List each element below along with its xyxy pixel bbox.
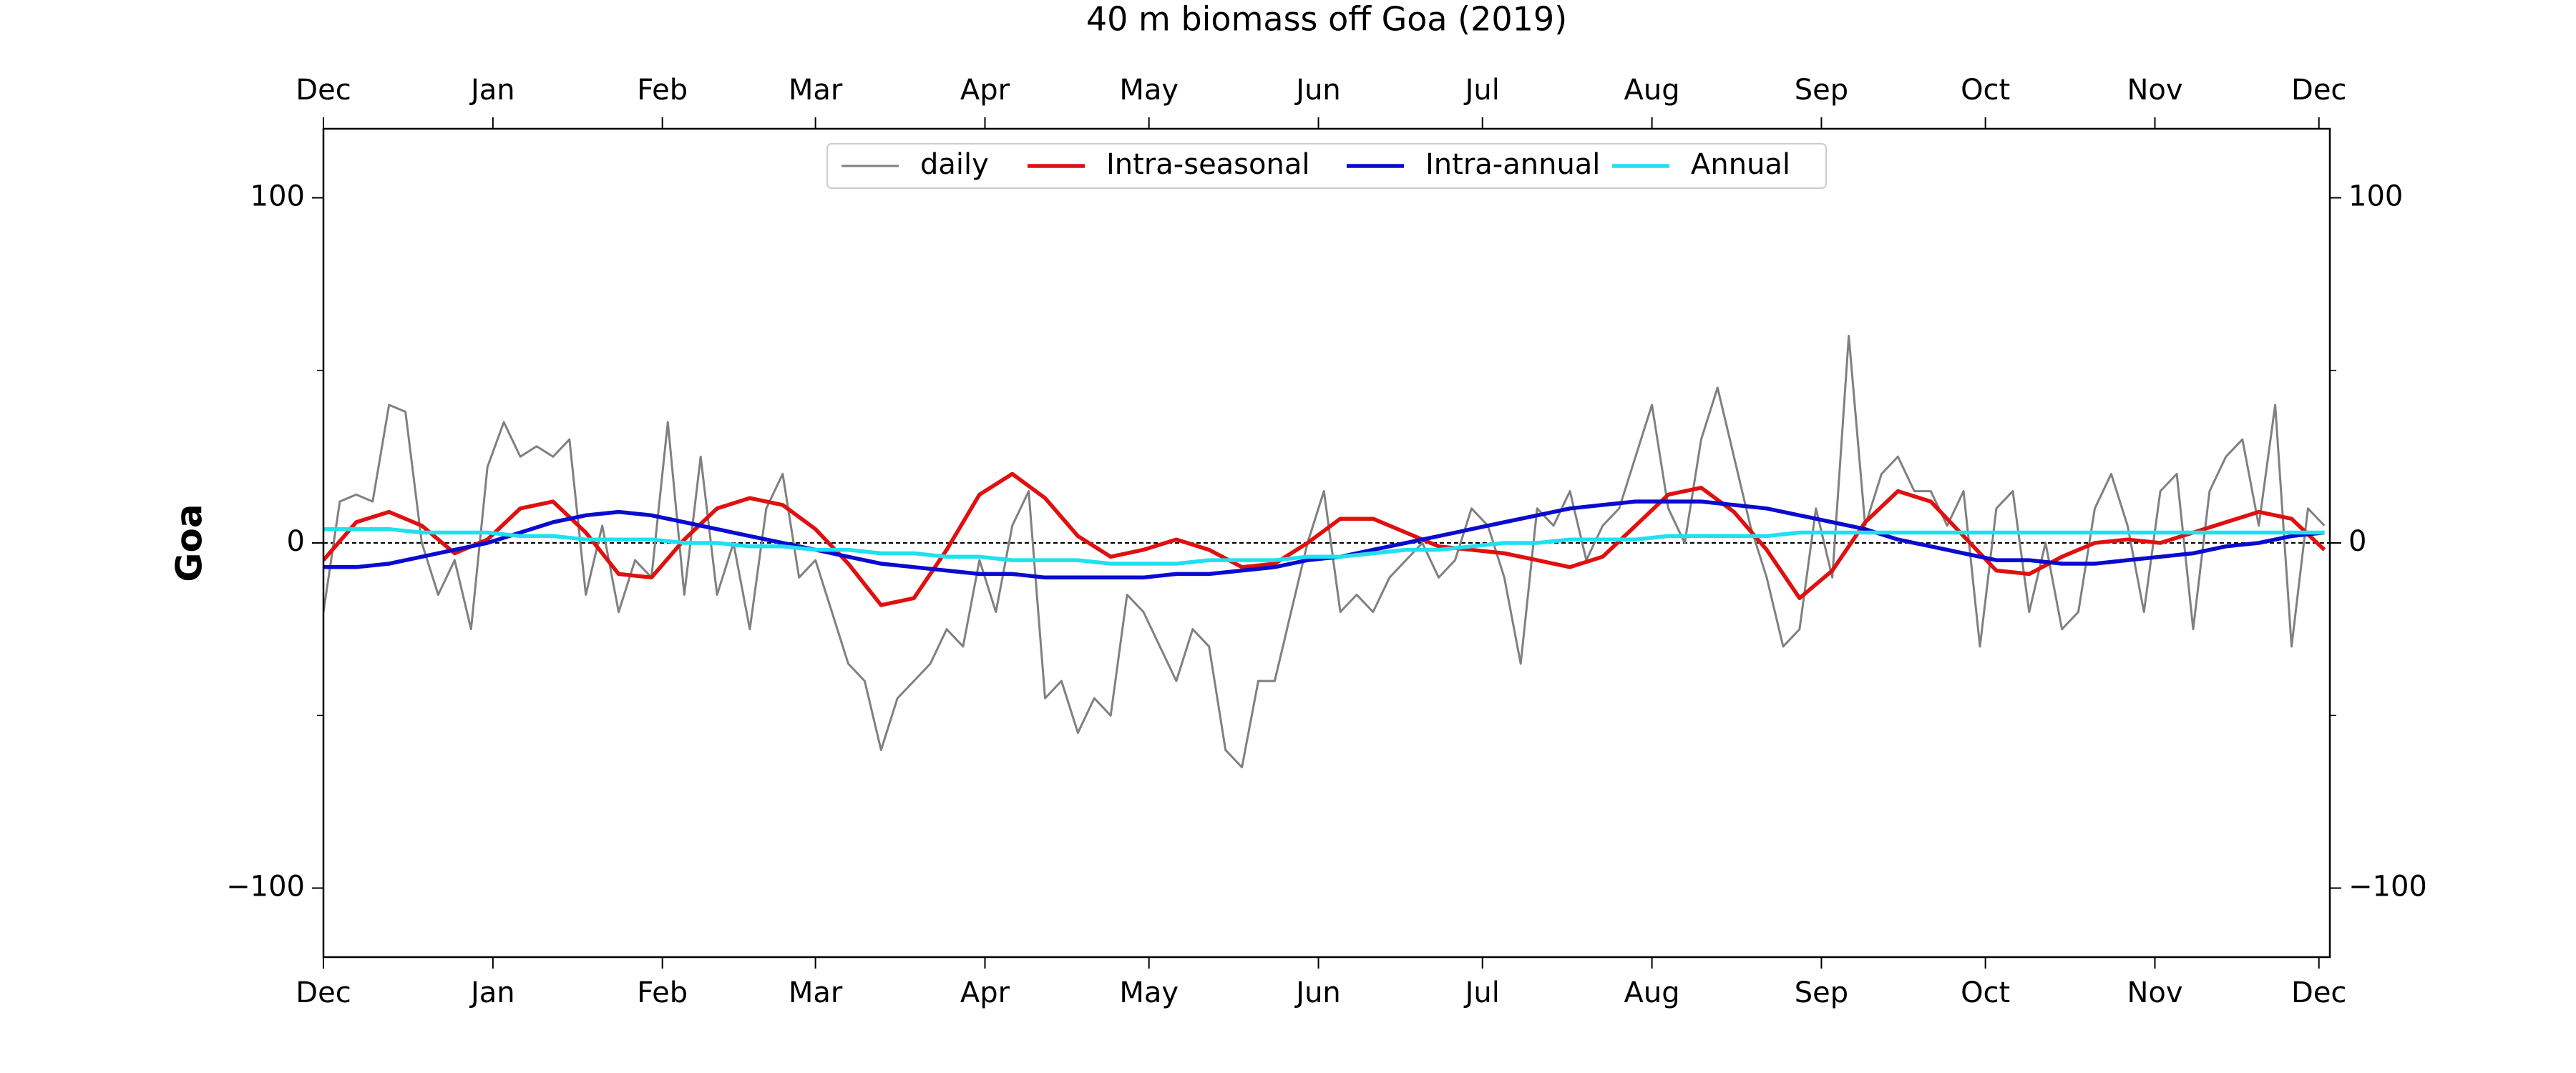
x-tick-label-top: May: [1119, 74, 1179, 107]
y-tick-label: 0: [287, 525, 305, 558]
x-tick-label: Apr: [960, 976, 1010, 1009]
x-tick-label: Dec: [2291, 976, 2346, 1009]
x-tick-label: Oct: [1961, 976, 2010, 1009]
series-line: [323, 526, 2325, 566]
x-tick-label: Aug: [1624, 976, 1680, 1009]
x-tick-label: Nov: [2127, 976, 2182, 1009]
y-axis-label: Goa: [169, 504, 210, 582]
legend-box: [826, 143, 1827, 189]
x-tick-label-top: Jan: [469, 74, 515, 107]
x-tick-label-top: Dec: [296, 74, 351, 107]
y-tick-label: −100: [226, 871, 305, 903]
legend-label: Annual: [1691, 148, 1790, 181]
legend-label: daily: [920, 148, 989, 181]
x-tick-label-top: Mar: [789, 74, 843, 107]
x-tick-label-top: Apr: [960, 74, 1010, 107]
x-tick-label: May: [1119, 976, 1179, 1009]
x-tick-label-top: Aug: [1624, 74, 1680, 107]
y-tick-label: 100: [250, 180, 305, 213]
x-tick-label: Feb: [637, 976, 688, 1009]
x-tick-label-top: Feb: [637, 74, 688, 107]
chart-title: 40 m biomass off Goa (2019): [1086, 0, 1567, 39]
x-tick-label-top: Dec: [2291, 74, 2346, 107]
x-tick-label: Jul: [1463, 976, 1500, 1009]
series-line: [323, 335, 2326, 769]
series-line: [323, 471, 2326, 607]
legend-label: Intra-annual: [1425, 148, 1600, 181]
x-tick-label-top: Nov: [2127, 74, 2182, 107]
x-tick-label: Jan: [469, 976, 515, 1009]
y-tick-label-right: 100: [2348, 180, 2403, 213]
y-tick-label-right: −100: [2348, 871, 2427, 903]
x-tick-label-top: Sep: [1795, 74, 1848, 107]
x-tick-label: Sep: [1795, 976, 1848, 1009]
x-tick-label-top: Jul: [1463, 74, 1500, 107]
legend-label: Intra-seasonal: [1106, 148, 1309, 181]
x-tick-label-top: Oct: [1961, 74, 2010, 107]
x-tick-label: Mar: [789, 976, 843, 1009]
y-tick-label-right: 0: [2348, 525, 2366, 558]
x-tick-label: Jun: [1294, 976, 1341, 1009]
x-tick-label: Dec: [296, 976, 351, 1009]
x-tick-label-top: Jun: [1294, 74, 1341, 107]
